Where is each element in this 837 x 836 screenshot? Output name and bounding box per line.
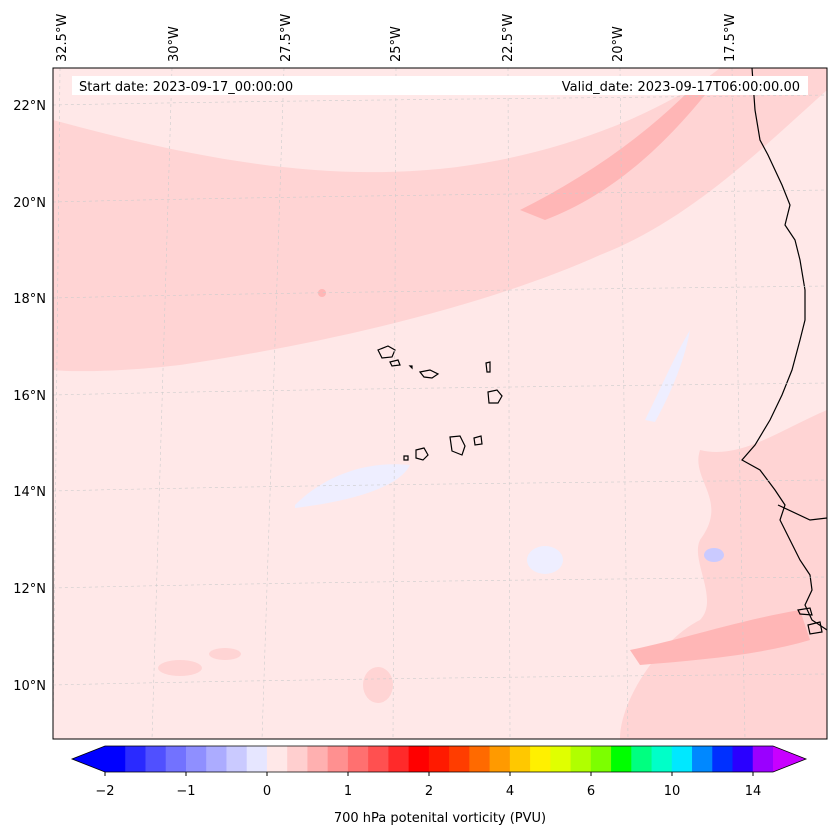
colorbar-segment [732, 746, 754, 772]
coastal-islands [797, 607, 823, 635]
colorbar-ticks: −2 −1 0 1 2 4 6 10 14 [95, 784, 761, 799]
pv-patch-small-3 [209, 648, 241, 660]
colorbar-tick-label: 14 [745, 784, 762, 799]
colorbar-segment [368, 746, 389, 772]
colorbar-segment [550, 746, 572, 772]
colorbar-segment [469, 746, 491, 772]
pv-negative-patch-1 [295, 464, 410, 508]
pv-negative-patch-3 [704, 548, 724, 562]
lat-label: 12°N [13, 582, 46, 597]
colorbar-segment [509, 746, 531, 772]
colorbar-segment [570, 746, 592, 772]
colorbar-segment [145, 746, 167, 772]
map-frame [52, 67, 828, 740]
colorbar-segment [651, 746, 673, 772]
colorbar-tick-label: 10 [664, 784, 681, 799]
lat-label: 14°N [13, 485, 46, 500]
colorbar-segment [266, 746, 288, 772]
lon-label: 32.5°W [55, 14, 70, 62]
colorbar-segment [428, 746, 450, 772]
pv-patch-small-4 [318, 289, 326, 297]
colorbar [70, 745, 808, 776]
colorbar-segment [590, 746, 612, 772]
lon-label: 27.5°W [279, 14, 294, 62]
colorbar-segment [408, 746, 430, 772]
colorbar-segment [611, 746, 632, 772]
lat-label: 18°N [13, 292, 46, 307]
colorbar-segment [327, 746, 349, 772]
colorbar-segment [671, 746, 693, 772]
colorbar-segment [449, 746, 470, 772]
colorbar-tick-label: −2 [95, 784, 114, 799]
map-panel: Start date: 2023-09-17_00:00:00 Valid_da… [52, 67, 828, 740]
lat-label: 22°N [13, 99, 46, 114]
pv-band-mid [520, 90, 705, 220]
colorbar-tick-label: 6 [587, 784, 595, 799]
colorbar-segment [185, 746, 207, 772]
lon-label: 22.5°W [501, 14, 516, 62]
colorbar-tick-label: −1 [176, 784, 195, 799]
valid-date-label: Valid_date: 2023-09-17T06:00:00.00 [562, 80, 800, 95]
colorbar-tick-label: 0 [263, 784, 271, 799]
lon-label: 17.5°W [723, 14, 738, 62]
cabo-verde-islands [377, 345, 503, 461]
colorbar-segment [692, 746, 713, 772]
colorbar-segment [530, 746, 551, 772]
colorbar-tick-label: 4 [506, 784, 514, 799]
longitude-labels: 32.5°W 30°W 27.5°W 25°W 22.5°W 20°W 17.5… [55, 14, 738, 62]
colorbar-tick-label: 1 [344, 784, 352, 799]
colorbar-segment [388, 746, 410, 772]
coastline-africa [741, 67, 828, 631]
colorbar-segment [489, 746, 511, 772]
lon-label: 30°W [167, 26, 182, 62]
colorbar-segment [125, 746, 146, 772]
pv-patch-east-dark [630, 610, 810, 665]
latitude-labels: 22°N 20°N 18°N 16°N 14°N 12°N 10°N [13, 99, 46, 694]
pv-patch-small-1 [158, 660, 202, 676]
colorbar-segment [246, 746, 268, 772]
colorbar-segment [307, 746, 329, 772]
colorbar-segment [752, 746, 774, 772]
lat-label: 20°N [13, 196, 46, 211]
colorbar-segment [712, 746, 734, 772]
pv-negative-patch-2 [645, 330, 690, 422]
lat-label: 10°N [13, 679, 46, 694]
colorbar-segment [206, 746, 227, 772]
colorbar-over-arrow [773, 746, 806, 772]
lon-label: 20°W [611, 26, 626, 62]
pv-patch-small-2 [363, 667, 393, 703]
colorbar-segment [631, 746, 653, 772]
lat-label: 16°N [13, 389, 46, 404]
colorbar-label: 700 hPa potenital vorticity (PVU) [334, 811, 546, 826]
coastline-gambia [777, 504, 828, 521]
colorbar-segment [287, 746, 308, 772]
start-date-label: Start date: 2023-09-17_00:00:00 [79, 80, 293, 95]
colorbar-segment [105, 746, 126, 772]
colorbar-under-arrow [72, 746, 105, 772]
colorbar-segment [347, 746, 369, 772]
header-box [72, 76, 808, 95]
colorbar-segment [226, 746, 248, 772]
lon-label: 25°W [389, 26, 404, 62]
colorbar-tick-label: 2 [425, 784, 433, 799]
colorbar-segment [165, 746, 187, 772]
gridlines [52, 67, 828, 740]
pv-negative-patch-4 [527, 546, 563, 574]
